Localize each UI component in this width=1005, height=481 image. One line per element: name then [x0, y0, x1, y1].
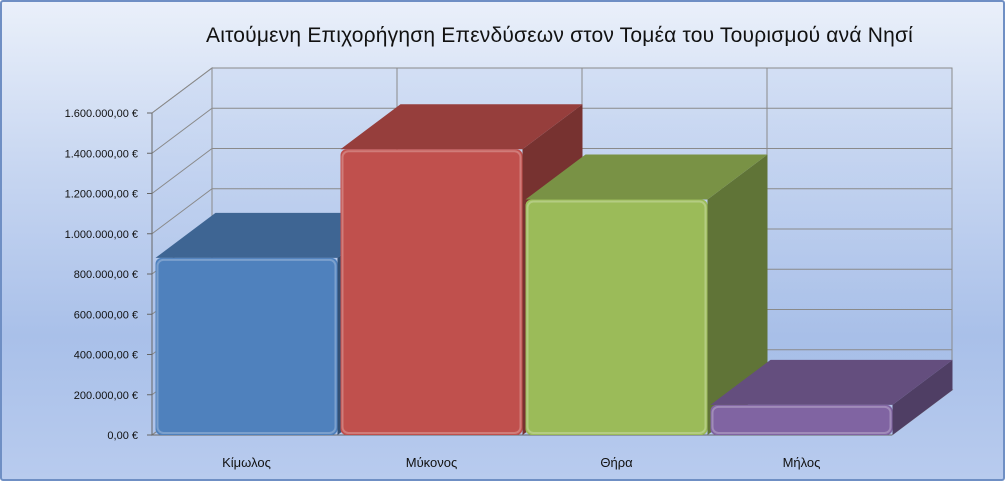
bar-side: [892, 359, 953, 435]
bar-front: [710, 404, 893, 435]
bar-top: [340, 104, 583, 150]
bar-highlight: [156, 258, 337, 434]
bar: [525, 154, 768, 435]
bars: [155, 104, 953, 435]
x-category-label: Θήρα: [600, 455, 633, 470]
y-tick-label: 1.400.000,00 €: [65, 148, 138, 160]
bar-highlight: [341, 150, 522, 434]
gridline: [151, 107, 952, 154]
y-tick-label: 0,00 €: [107, 430, 138, 442]
bar-front: [340, 149, 523, 435]
y-tick-label: 1.200.000,00 €: [65, 189, 138, 201]
bar-side: [707, 154, 768, 435]
y-tick-label: 1.600.000,00 €: [65, 108, 138, 120]
bar-top: [525, 154, 768, 200]
x-axis-categories: Κίμωλος Μύκονος Θήρα Μήλος: [222, 455, 820, 470]
y-tick-label: 800.000,00 €: [74, 269, 138, 281]
x-category-label: Μήλος: [783, 455, 821, 470]
y-tick-label: 1.000.000,00 €: [65, 229, 138, 241]
bar-highlight: [711, 405, 892, 434]
chart-title: Αιτούμενη Επιχορήγηση Επενδύσεων στον Το…: [206, 24, 913, 47]
bar-front: [155, 257, 338, 435]
y-tick-label: 600.000,00 €: [74, 309, 138, 321]
y-tick-label: 400.000,00 €: [74, 350, 138, 362]
bar-top: [710, 359, 953, 405]
bar-top: [155, 212, 398, 258]
bar-highlight: [526, 200, 707, 434]
x-category-label: Μύκονος: [406, 455, 458, 470]
bar: [710, 359, 953, 435]
bar-front: [525, 199, 708, 435]
x-category-label: Κίμωλος: [222, 455, 271, 470]
gridline: [151, 148, 952, 194]
y-tick-label: 200.000,00 €: [74, 390, 138, 402]
gridline: [151, 67, 952, 114]
